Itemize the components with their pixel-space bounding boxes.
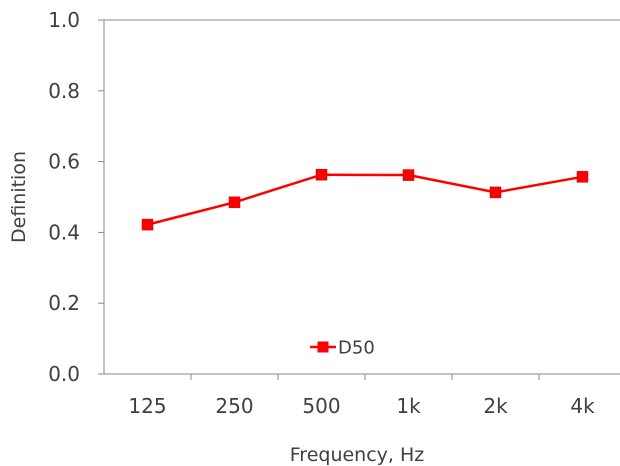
x-tick-label: 125 <box>128 394 166 418</box>
data-point <box>315 168 328 181</box>
x-tick-label: 2k <box>483 394 508 418</box>
legend-label: D50 <box>338 338 375 359</box>
series-line-d50 <box>147 173 583 226</box>
y-tick-label: 0.8 <box>48 79 80 103</box>
y-axis: 0.0 0.2 0.4 0.6 0.8 1.0 <box>48 8 104 386</box>
data-point <box>228 196 241 209</box>
data-point <box>576 171 589 183</box>
x-tick-label: 1k <box>396 394 421 418</box>
y-tick-label: 0.4 <box>48 220 80 244</box>
legend: D50 <box>310 338 375 359</box>
y-axis-title: Definition <box>8 151 30 243</box>
series-layer <box>141 168 589 231</box>
y-tick-label: 1.0 <box>48 8 80 32</box>
x-tick-label: 4k <box>570 394 595 418</box>
y-tick-label: 0.0 <box>48 362 80 386</box>
x-tick-label: 250 <box>215 394 253 418</box>
data-point <box>489 186 502 199</box>
x-axis: 125 250 500 1k 2k 4k <box>128 374 595 418</box>
data-point <box>141 218 154 231</box>
x-tick-label: 500 <box>302 394 340 418</box>
data-point <box>402 169 415 181</box>
y-tick-label: 0.2 <box>48 291 80 315</box>
y-tick-label: 0.6 <box>48 150 80 174</box>
plot-area <box>103 19 620 375</box>
legend-marker <box>317 341 329 353</box>
x-axis-title: Frequency, Hz <box>290 444 425 466</box>
